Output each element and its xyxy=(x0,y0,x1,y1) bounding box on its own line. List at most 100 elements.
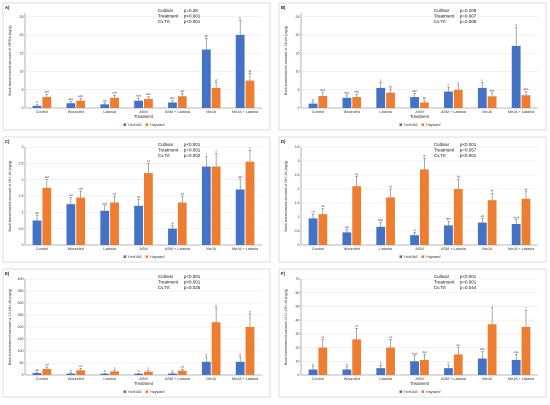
legend-entry: 'Hort16A' xyxy=(404,123,419,127)
y-tick-label: 2 xyxy=(22,178,24,182)
significance-label: cd xyxy=(113,192,117,196)
bar xyxy=(235,361,245,375)
significance-label: cde xyxy=(112,91,117,95)
bar xyxy=(410,97,419,108)
x-tick-label: Wounded xyxy=(68,377,84,381)
y-tick-label: 40 xyxy=(296,318,300,322)
y-tick-label: 20 xyxy=(296,346,300,350)
panel-letter: D) xyxy=(281,139,286,144)
y-tick-label: 0.5 xyxy=(295,229,300,233)
bar xyxy=(245,80,255,108)
bar xyxy=(521,198,531,245)
bar xyxy=(76,197,86,245)
chart-panel-2: B) 0 5 10 15 20 25 Back transformed amount of J… xyxy=(278,2,547,131)
significance-label: f xyxy=(526,306,527,310)
bar xyxy=(352,97,362,108)
stat-value: p<0.001 xyxy=(184,19,201,24)
stat-value: p<0.001 xyxy=(460,142,477,147)
x-tick-label: Control xyxy=(36,247,48,251)
panel-frame xyxy=(278,2,547,131)
chart-panel-1: A) 0 5 10 15 20 25 Back transformed amount of O… xyxy=(2,2,271,131)
legend-swatch xyxy=(145,123,149,126)
y-tick-label: 1.5 xyxy=(295,201,300,205)
bar xyxy=(144,98,153,108)
bar xyxy=(453,354,463,375)
legend-entry: 'Hort16A' xyxy=(404,390,419,394)
significance-label: abc xyxy=(320,88,325,92)
bar xyxy=(66,373,76,375)
significance-label: abc xyxy=(412,89,417,93)
significance-label: c xyxy=(482,78,484,82)
y-tick-label: 20 xyxy=(296,33,300,37)
stat-label: Treatment xyxy=(158,148,179,153)
stat-label: Cv.Trt xyxy=(434,285,446,290)
bar xyxy=(308,103,318,108)
x-tick-label: MeJA + Latania xyxy=(232,247,259,251)
stat-label: Cultivar xyxy=(158,274,174,279)
stat-value: p<0.001 xyxy=(184,280,201,285)
chart-panel-6: F) 0 10 20 30 40 50 60 70 Back transformed amount… xyxy=(278,268,547,398)
legend-swatch xyxy=(421,390,425,393)
panel-frame xyxy=(278,268,547,398)
stat-value: p=0.001 xyxy=(460,280,477,285)
bar xyxy=(235,189,245,245)
significance-label: b xyxy=(70,368,72,372)
bar xyxy=(453,89,463,108)
x-tick-label: Wounded xyxy=(344,110,360,114)
bar xyxy=(66,204,76,245)
bar xyxy=(76,370,86,375)
chart-panel-4: D) 0 0.5 1 1.5 2 2.5 3 3.5 Back transformed amoun… xyxy=(278,136,547,263)
significance-label: abc xyxy=(344,90,349,94)
significance-label: c xyxy=(457,80,459,84)
bar xyxy=(487,324,497,375)
bar xyxy=(100,373,110,375)
y-tick-label: 50 xyxy=(296,305,300,309)
significance-label: c xyxy=(380,78,382,82)
y-tick-label: 0 xyxy=(298,106,300,110)
stat-value: p<0.001 xyxy=(184,142,201,147)
bar xyxy=(134,100,143,108)
stat-value: p<0.001 xyxy=(184,14,201,19)
significance-label: def xyxy=(45,175,49,179)
significance-label: bcd xyxy=(102,201,107,205)
significance-label: f xyxy=(250,146,251,150)
significance-label: ef xyxy=(525,187,528,191)
significance-label: ef xyxy=(389,185,392,189)
significance-label: g xyxy=(424,154,426,158)
bar xyxy=(245,161,255,245)
significance-label: fg xyxy=(457,175,460,179)
x-tick-label: MeJA + Latania xyxy=(508,110,535,114)
bar xyxy=(352,186,362,245)
bar xyxy=(144,371,153,375)
significance-label: abc xyxy=(78,94,83,98)
y-tick-label: 3 xyxy=(298,159,300,163)
bar xyxy=(420,102,429,108)
bar xyxy=(134,205,143,245)
legend-entry: 'Hort16A' xyxy=(128,255,143,259)
significance-label: b xyxy=(172,368,174,372)
significance-label: gh xyxy=(205,34,209,38)
stat-label: Cv.Trt xyxy=(158,285,170,290)
stat-label: Treatment xyxy=(434,14,455,19)
significance-label: abc xyxy=(378,218,383,222)
stat-label: Cv.Trt xyxy=(158,153,170,158)
y-axis-label: Back transformed amount of OPDA (ng/g) xyxy=(8,25,12,96)
legend-swatch xyxy=(123,390,127,393)
x-tick-label: Wounded xyxy=(68,247,84,251)
significance-label: h xyxy=(239,16,241,20)
stat-value: p=0.057 xyxy=(460,148,477,153)
bar xyxy=(201,49,211,108)
bar xyxy=(32,105,42,108)
legend-swatch xyxy=(399,255,403,258)
y-tick-label: 0 xyxy=(22,106,24,110)
x-tick-label: MeJA xyxy=(206,110,216,114)
significance-label: cde xyxy=(480,347,485,351)
bar xyxy=(110,371,119,375)
legend-entry: 'Hayward' xyxy=(426,123,442,127)
y-tick-label: 0 xyxy=(22,243,24,247)
y-tick-label: 1 xyxy=(298,215,300,219)
bar xyxy=(245,327,255,375)
stat-label: Cv.Trt xyxy=(158,19,170,24)
significance-label: ef xyxy=(491,189,494,193)
x-tick-label: Control xyxy=(312,110,324,114)
